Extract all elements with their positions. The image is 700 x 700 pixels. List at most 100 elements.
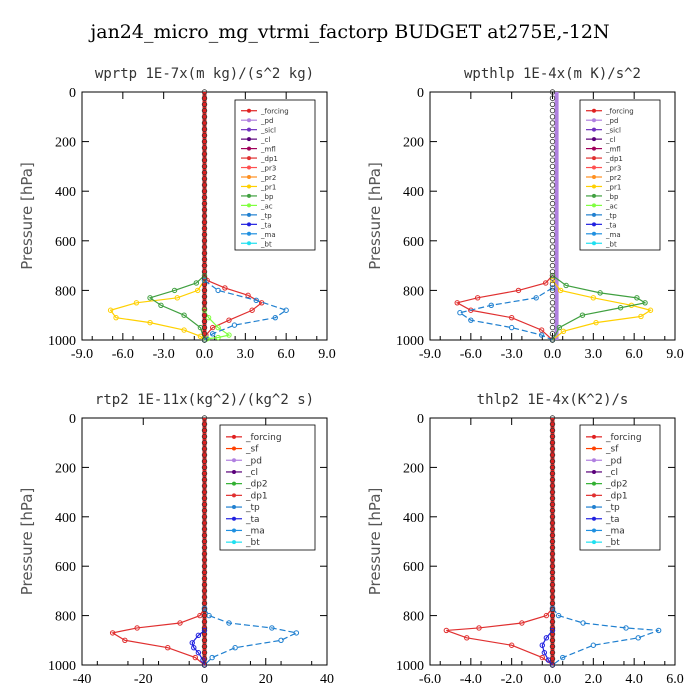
panel1-zero-marker [549, 219, 556, 225]
panel1-point-pr1 [647, 307, 654, 313]
panel0-xtick-label: -9.0 [71, 347, 93, 362]
panel2-point-dp1 [109, 630, 116, 636]
panel3-zero-marker [549, 433, 556, 440]
panel3-legend-marker [592, 481, 596, 486]
panel0-point-ac [205, 314, 212, 321]
panel1-zero-marker [549, 250, 556, 256]
panel0-point-pr1 [113, 314, 119, 321]
panel1-legend-marker [592, 184, 596, 189]
panel2-zero-marker [201, 507, 208, 514]
panel2-zero-marker [201, 606, 208, 613]
panel2-point-dp1 [165, 645, 171, 651]
panel1-xtick-label: -6.0 [460, 347, 482, 362]
panel2-title: rtp2 1E-11x(kg^2)/(kg^2 s) [95, 392, 314, 408]
panel2-zero-marker [201, 643, 208, 650]
panel2-point-dp1 [192, 654, 199, 661]
panel2-legend-label: _cl [245, 468, 258, 478]
panel2-zero-marker [201, 649, 208, 656]
panel0-zero-marker [201, 331, 208, 337]
panel2-legend-marker [232, 540, 236, 545]
panel1-legend-marker [592, 212, 596, 217]
panel2-point-tp [278, 637, 284, 643]
panel2-legend-marker [232, 516, 236, 521]
panel1-point-pr1 [593, 319, 599, 326]
panel0-point-tp [283, 307, 289, 313]
figure-title: jan24_micro_mg_vtrmi_factorp BUDGET at27… [88, 21, 609, 43]
panel1-point-bp [634, 295, 640, 301]
panel0-xtick-label: -6.0 [112, 347, 134, 362]
panel-wpthlp: wpthlp 1E-4x(m K)/s^2 Pressure [hPa] -9.0 -… [366, 66, 684, 362]
panel0-zero-marker [201, 207, 208, 213]
panel2-series-ta [191, 629, 206, 666]
panel1-zero-marker [549, 101, 556, 108]
panel3-zero-marker [549, 551, 556, 557]
panel3-zero-marker [549, 612, 556, 619]
panel3-zero-marker [549, 446, 556, 452]
panel0-zero-marker [201, 163, 208, 170]
panel1-series-bp [551, 275, 647, 341]
panel3-point-dp1 [443, 627, 450, 634]
panel0-series-tp [204, 279, 288, 341]
panel3-xtick-label: -6.0 [419, 672, 441, 687]
panel1-zero-marker [549, 300, 556, 306]
panel0-legend-label: _tp [260, 212, 272, 220]
panel0-point-tp [231, 322, 238, 328]
panel2-zero-marker [201, 637, 208, 643]
panel1-point-bp [597, 290, 603, 296]
panel2-point-dp1 [122, 637, 128, 643]
panel2-zero-marker [201, 464, 208, 471]
panel2-zero-marker [201, 520, 208, 526]
panel0-series-bp [148, 275, 206, 341]
panel0-zero-marker [201, 132, 208, 139]
panel3-legend-label: _sf [605, 445, 619, 455]
panel0-legend-marker [247, 212, 251, 217]
panel2-point-tp [232, 645, 238, 651]
panel2-legend-label: _ta [245, 515, 260, 525]
panel3-title: thlp2 1E-4x(K^2)/s [477, 392, 629, 408]
panel3-legend-marker [592, 458, 596, 463]
panel3-legend-label: _tp [605, 503, 620, 513]
panel1-zero-marker [549, 188, 556, 194]
panel1-ytick-label: 400 [403, 185, 424, 200]
panel3-xtick-label: -4.0 [460, 672, 482, 687]
panel3-point-tp [555, 612, 562, 619]
panel3-point-tp [623, 625, 629, 631]
panel0-zero-marker [201, 126, 208, 132]
panel1-zero-marker [549, 275, 556, 281]
panel0-point-pr1 [133, 300, 140, 306]
panel3-zero-marker [549, 625, 556, 631]
panel3-legend-label: _dp2 [605, 480, 628, 490]
panel2-zero-marker [201, 588, 208, 594]
panel1-zero-marker [549, 207, 556, 213]
panel2-xtick-label: 0 [201, 672, 208, 687]
panel3-zero-marker [549, 544, 556, 551]
panel3-zero-marker [549, 489, 556, 495]
panel2-legend-marker [232, 469, 236, 474]
panel2-point-ta [191, 645, 197, 651]
panel3-zero-marker [549, 464, 556, 471]
panel2-legend-label: _dp2 [245, 480, 268, 490]
panel0-zero-marker [201, 107, 208, 114]
panel2-zero-marker [201, 458, 208, 464]
panel1-point-tp [457, 310, 463, 316]
panel2-ytick-label: 400 [55, 511, 76, 526]
panel2-zero-marker [201, 421, 208, 427]
panel3-zero-marker [549, 415, 556, 421]
panel1-point-pr1 [560, 328, 567, 335]
panel1-point-tp [508, 324, 515, 331]
panel2-zero-marker [201, 526, 208, 532]
panel0-zero-marker [201, 300, 208, 306]
panel0-point-ac [226, 332, 232, 338]
panel3-legend-label: _forcing [605, 433, 642, 443]
panel3-zero-marker [549, 458, 556, 464]
panel0-zero-marker [201, 114, 208, 120]
panel1-legend [579, 99, 661, 251]
panel2-zero-marker [201, 662, 208, 668]
panel1-legend-label: _pr1 [605, 183, 621, 191]
panel1-point-tp [468, 317, 474, 323]
panel1-legend-marker [592, 127, 596, 132]
panel3-point-dp1 [539, 654, 545, 661]
panel1-zero-marker [549, 126, 556, 132]
panel1-zero-marker [549, 337, 556, 343]
panel1-xtick-label: -9.0 [419, 347, 441, 362]
